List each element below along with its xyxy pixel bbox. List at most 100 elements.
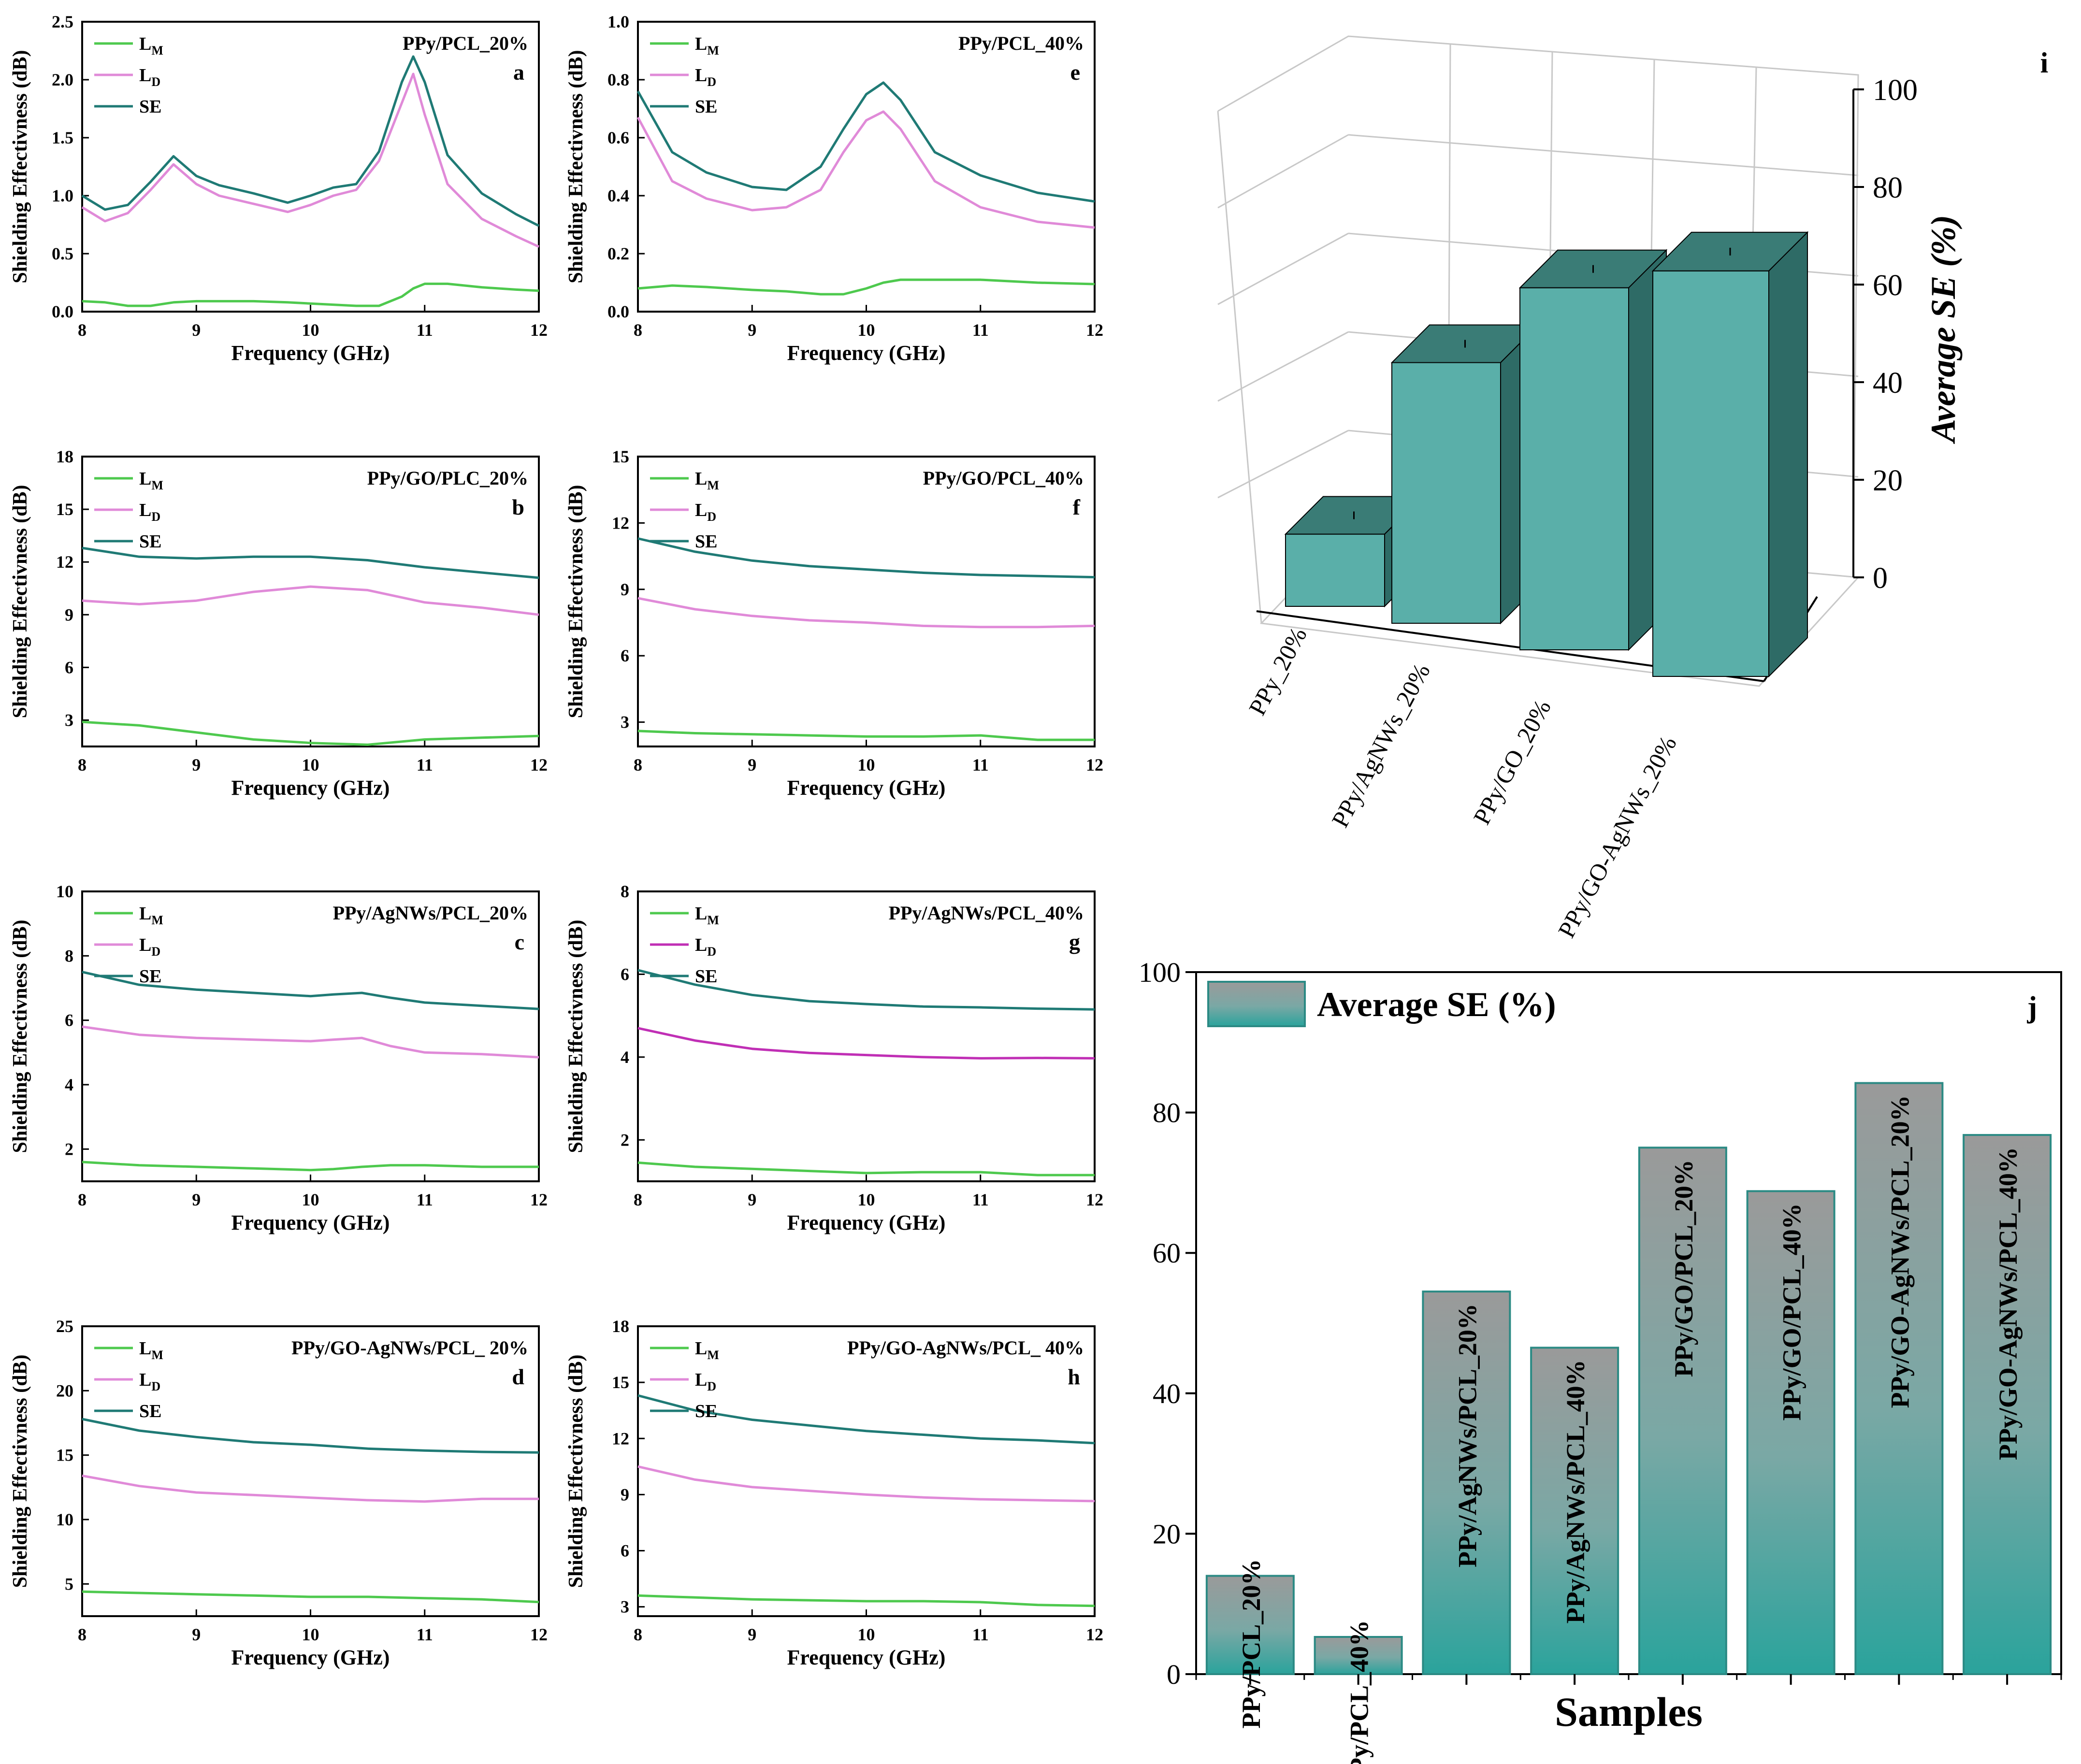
y-tick-label: 15 (56, 1446, 73, 1465)
panel-g: 8 9 10 11 12 2 4 6 8 Frequency (GHz) Shielding Eff… (565, 882, 1103, 1234)
panel-title: PPy/AgNWs/PCL_40% (889, 902, 1084, 924)
x-axis-label: Frequency (GHz) (787, 776, 946, 800)
y-axis-label: Shielding Effectivness (dB) (565, 50, 587, 283)
y-tick-label: 18 (612, 1317, 629, 1336)
legend-label: LM (695, 469, 719, 492)
x-tick-label: 11 (417, 755, 433, 774)
y-tick-label: 3 (621, 713, 629, 732)
bar-category-label: PPy/AgNWs/PCL_20% (1453, 1304, 1482, 1567)
legend-label: LM (139, 904, 163, 927)
series-line-ld (636, 110, 1095, 229)
back-wall-edge (1217, 35, 1859, 578)
panel-f: 8 9 10 11 12 3 6 9 12 15 Frequency (GHz) Shielding … (565, 447, 1103, 800)
x-tick-label: 8 (634, 755, 642, 774)
legend-label: SE (695, 1401, 717, 1421)
x-axis-label: Frequency (GHz) (231, 341, 390, 365)
x-tick-label: 12 (530, 1190, 548, 1209)
panel-title: PPy/AgNWs/PCL_20% (333, 902, 528, 924)
y-tick-label: 0.0 (607, 302, 629, 321)
series-line-se (82, 1418, 539, 1454)
series-line-lm (82, 1161, 539, 1172)
y-tick-label: 0.8 (607, 70, 629, 89)
legend-label: SE (139, 531, 161, 552)
series-line-ld (637, 1465, 1095, 1503)
series-line-ld (82, 585, 539, 616)
series-line-lm (637, 1161, 1095, 1176)
series-line-se (81, 55, 540, 227)
bar-front-face (1285, 533, 1385, 607)
z-tick-label: 100 (1873, 74, 1918, 107)
y-tick-label: 12 (612, 513, 629, 532)
bar-front-face (1652, 270, 1769, 677)
x-category-label: PPy/AgNWs_20% (1326, 659, 1435, 832)
y-tick-label: 60 (1153, 1237, 1181, 1269)
panel-letter: e (1070, 60, 1080, 85)
y-tick-label: 0.6 (607, 128, 629, 147)
legend-label: LM (695, 1338, 719, 1362)
bar (1963, 1134, 2052, 1675)
series-line-ld (82, 1025, 539, 1059)
x-axis-label: Frequency (GHz) (231, 1211, 390, 1234)
bar-front-face (1391, 362, 1501, 624)
y-tick-label: 0.5 (52, 244, 73, 263)
series-line-lm (82, 720, 539, 746)
series-line-se (82, 971, 539, 1010)
x-tick-label: 12 (530, 755, 548, 774)
x-tick-label: 10 (858, 320, 875, 340)
panel-title: PPy/GO/PLC_20% (367, 467, 528, 489)
panel-letter: d (512, 1364, 524, 1389)
series-line-lm (82, 1590, 539, 1604)
panel-letter: g (1069, 930, 1080, 954)
y-tick-label: 9 (65, 605, 73, 624)
x-category-label: PPy/GO_20% (1468, 695, 1556, 829)
panel-d: 8 9 10 11 12 5 10 15 20 25 Frequency (GHz) Shieldin… (9, 1317, 548, 1669)
y-tick-label: 3 (621, 1597, 629, 1617)
panel-letter: j (2027, 991, 2038, 1024)
x-tick-label: 10 (302, 1625, 319, 1644)
panel-letter: i (2040, 47, 2049, 79)
legend-label: LM (139, 469, 163, 492)
x-tick-label: 11 (417, 1190, 433, 1209)
y-tick-label: 9 (621, 1485, 629, 1504)
legend-swatch (1207, 981, 1306, 1027)
x-tick-label: 8 (634, 1190, 642, 1209)
panel-b: 8 9 10 11 12 3 6 9 12 15 18 Frequency (GHz) Shieldin… (9, 447, 548, 800)
x-tick-label: 8 (634, 1625, 642, 1644)
bar-category-label: PPy/PCL_20% (1237, 1559, 1266, 1729)
legend-label: LD (695, 500, 716, 524)
x-tick-label: 12 (530, 320, 548, 340)
y-tick-label: 0.4 (607, 186, 629, 205)
bar-category-label: PPy/GO-AgNWs/PCL_20% (1885, 1095, 1914, 1408)
legend-label: LM (695, 904, 719, 927)
x-axis-label: Frequency (GHz) (787, 341, 946, 365)
x-axis-label: Frequency (GHz) (231, 1646, 390, 1669)
y-axis-label: Shielding Effectivness (dB) (9, 50, 31, 283)
y-tick-label: 4 (621, 1047, 629, 1067)
y-tick-label: 4 (65, 1075, 73, 1094)
x-tick-label: 8 (78, 755, 87, 774)
y-tick-label: 3 (65, 710, 73, 730)
x-tick-label: 11 (417, 320, 433, 340)
legend-label: LD (695, 1370, 716, 1393)
y-tick-label: 6 (65, 658, 73, 677)
x-tick-label: 9 (748, 755, 756, 774)
legend-label: LD (139, 500, 160, 524)
y-tick-label: 2.5 (52, 12, 73, 31)
x-tick-label: 11 (972, 755, 989, 774)
x-tick-label: 12 (1086, 1190, 1103, 1209)
panel-letter: f (1073, 495, 1081, 519)
y-axis-label: Shielding Effectivness (dB) (9, 485, 31, 718)
x-category-label: PPy_20% (1243, 623, 1312, 719)
x-tick-label: 10 (302, 320, 319, 340)
y-axis-label: Shielding Effectivness (dB) (9, 919, 31, 1153)
y-tick-label: 0 (1167, 1659, 1181, 1690)
x-tick-label: 9 (748, 1625, 756, 1644)
x-tick-label: 8 (78, 1625, 87, 1644)
series-line-lm (637, 730, 1095, 741)
bar-category-label: PPy/GO-AgNWs/PCL_40% (1994, 1147, 2023, 1460)
x-tick-label: 11 (972, 320, 989, 340)
x-tick-label: 9 (748, 1190, 756, 1209)
legend-label: LM (139, 34, 163, 57)
x-tick-label: 8 (634, 320, 642, 340)
legend-label: SE (695, 97, 717, 117)
